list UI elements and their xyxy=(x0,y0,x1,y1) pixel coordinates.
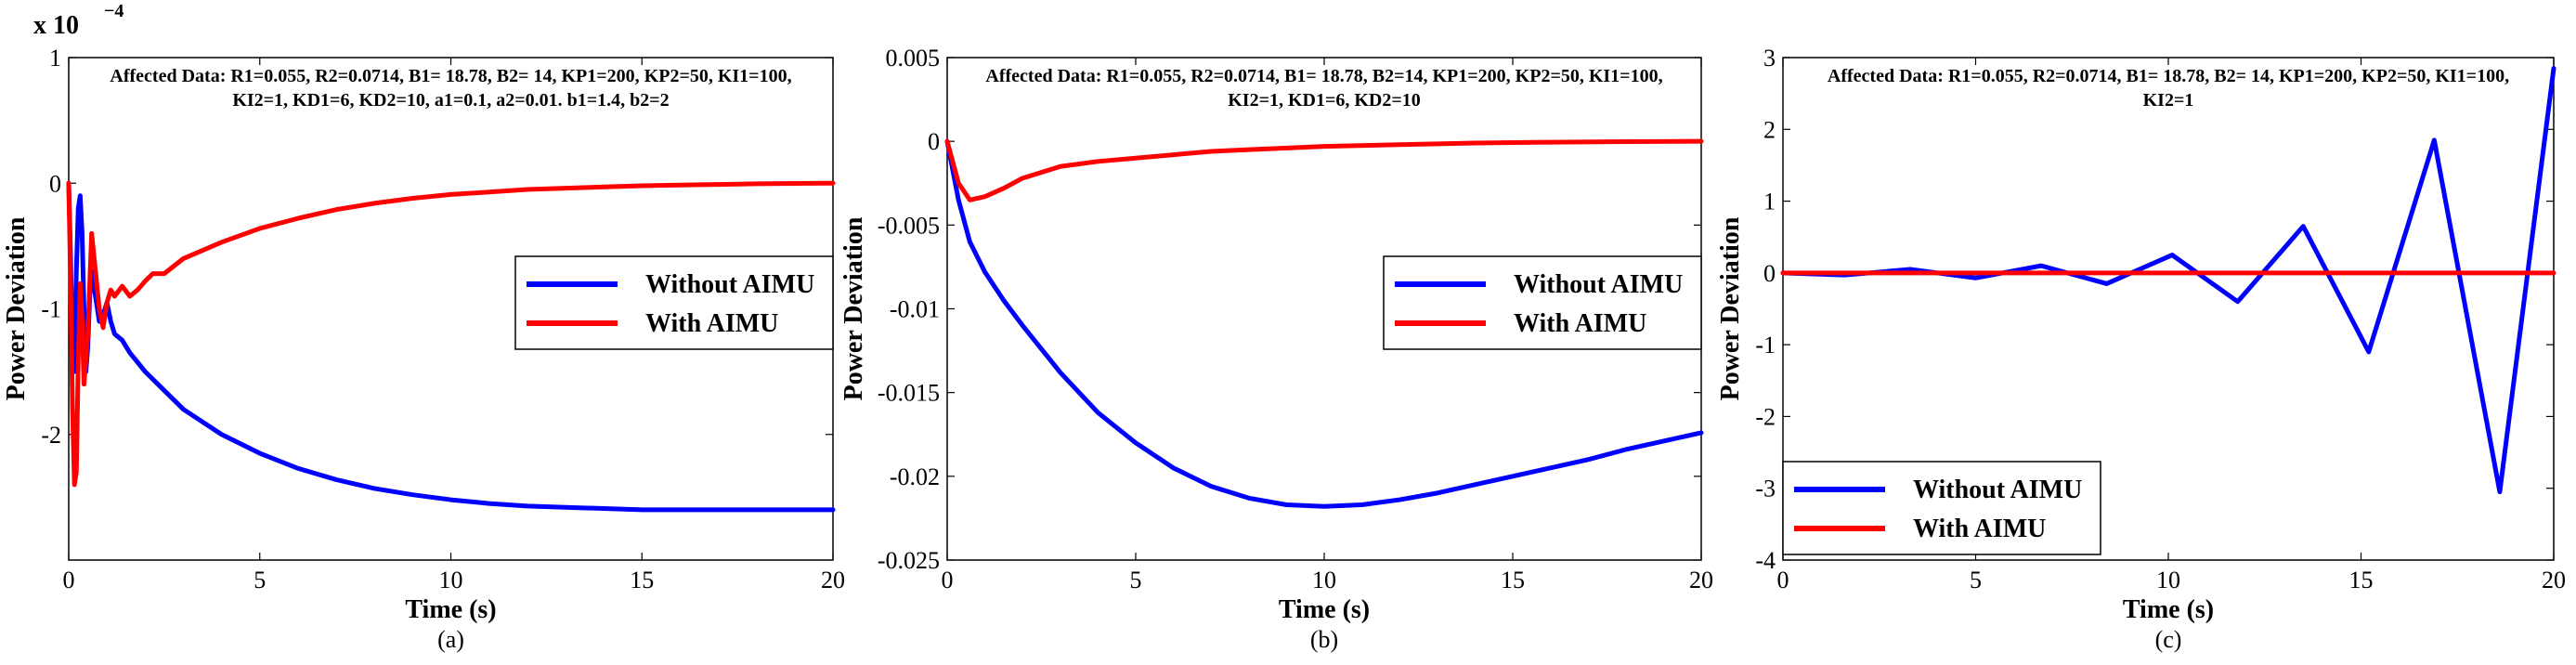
y-tick-label: -0.01 xyxy=(890,296,940,323)
legend-label: Without AIMU xyxy=(645,270,814,299)
y-scale-label: x 10 xyxy=(33,11,79,40)
series-line-with-aimu xyxy=(66,180,836,488)
y-scale-exponent: −4 xyxy=(104,1,124,21)
x-tick-label: 0 xyxy=(63,567,75,593)
legend-label: Without AIMU xyxy=(1514,270,1683,299)
legend: Without AIMU With AIMU xyxy=(1383,255,1702,350)
x-axis-label: Time (s) xyxy=(2123,595,2214,624)
annotation-line: KI2=1 xyxy=(2143,90,2194,111)
y-tick-label: 1 xyxy=(49,45,61,72)
panel-caption: (a) xyxy=(437,626,464,653)
annotation-line: Affected Data: R1=0.055, R2=0.0714, B1= … xyxy=(110,66,791,86)
series-line-with-aimu xyxy=(944,138,1704,202)
y-tick-label: 1 xyxy=(1763,189,1776,215)
y-tick-label: -4 xyxy=(1755,547,1776,574)
y-tick-label: 3 xyxy=(1763,45,1776,72)
y-tick-label: 2 xyxy=(1763,116,1776,143)
x-tick-label: 5 xyxy=(1970,567,1982,593)
annotation-line: KI2=1, KD1=6, KD2=10, a1=0.1, a2=0.01. b… xyxy=(232,90,669,111)
x-tick-label: 20 xyxy=(821,567,845,593)
y-tick-label: -0.015 xyxy=(878,380,940,407)
annotation-line: Affected Data: R1=0.055, R2=0.0714, B1= … xyxy=(985,66,1662,86)
y-tick-label: -3 xyxy=(1755,476,1776,502)
x-axis-label: Time (s) xyxy=(1279,595,1370,624)
x-tick-label: 5 xyxy=(254,567,266,593)
series-line-without-aimu xyxy=(1780,66,2556,495)
x-tick-label: 0 xyxy=(942,567,954,593)
legend-box xyxy=(1782,461,2101,555)
y-tick-label: -2 xyxy=(1755,403,1776,430)
legend-label: With AIMU xyxy=(645,309,778,338)
y-axis-label: Power Deviation xyxy=(1716,216,1745,400)
y-tick-label: 0 xyxy=(928,128,940,155)
series-line-without-aimu xyxy=(66,180,836,513)
x-tick-label: 5 xyxy=(1130,567,1142,593)
annotation-line: KI2=1, KD1=6, KD2=10 xyxy=(1228,90,1421,111)
y-tick-label: -2 xyxy=(41,422,61,449)
y-tick-label: -1 xyxy=(41,296,61,323)
x-tick-label: 15 xyxy=(2349,567,2374,593)
annotation-line: Affected Data: R1=0.055, R2=0.0714, B1= … xyxy=(1828,66,2509,86)
legend: Without AIMU With AIMU xyxy=(1782,461,2101,555)
legend: Without AIMU With AIMU xyxy=(514,255,834,350)
x-tick-label: 15 xyxy=(630,567,654,593)
legend-label: With AIMU xyxy=(1913,515,2046,543)
legend-box xyxy=(1383,255,1702,350)
x-tick-label: 10 xyxy=(1312,567,1336,593)
y-axis-label: Power Deviation xyxy=(839,216,868,400)
x-tick-label: 10 xyxy=(439,567,463,593)
panel-caption: (b) xyxy=(1310,626,1338,653)
chart-panel-1: 0 5 10 15 20 0.005 0 -0.005 -0.01 -0.015 -0.02 -0.0… xyxy=(839,45,1713,653)
x-tick-label: 20 xyxy=(2542,567,2566,593)
panel-caption: (c) xyxy=(2155,626,2182,653)
y-tick-label: -0.005 xyxy=(878,212,940,239)
legend-label: With AIMU xyxy=(1514,309,1646,338)
y-tick-label: 0 xyxy=(1763,260,1776,287)
x-tick-label: 0 xyxy=(1777,567,1789,593)
x-tick-label: 10 xyxy=(2156,567,2180,593)
y-tick-label: -1 xyxy=(1755,332,1776,359)
series-line-without-aimu xyxy=(944,138,1704,509)
x-axis-label: Time (s) xyxy=(405,595,496,624)
legend-box xyxy=(514,255,834,350)
y-tick-label: 0.005 xyxy=(886,45,941,72)
y-tick-label: -0.025 xyxy=(878,547,940,574)
x-tick-label: 15 xyxy=(1501,567,1525,593)
legend-label: Without AIMU xyxy=(1913,476,2082,504)
y-axis-label: Power Deviation xyxy=(2,216,31,400)
y-tick-label: 0 xyxy=(49,170,61,197)
y-tick-label: -0.02 xyxy=(890,463,940,490)
x-tick-label: 20 xyxy=(1689,567,1713,593)
